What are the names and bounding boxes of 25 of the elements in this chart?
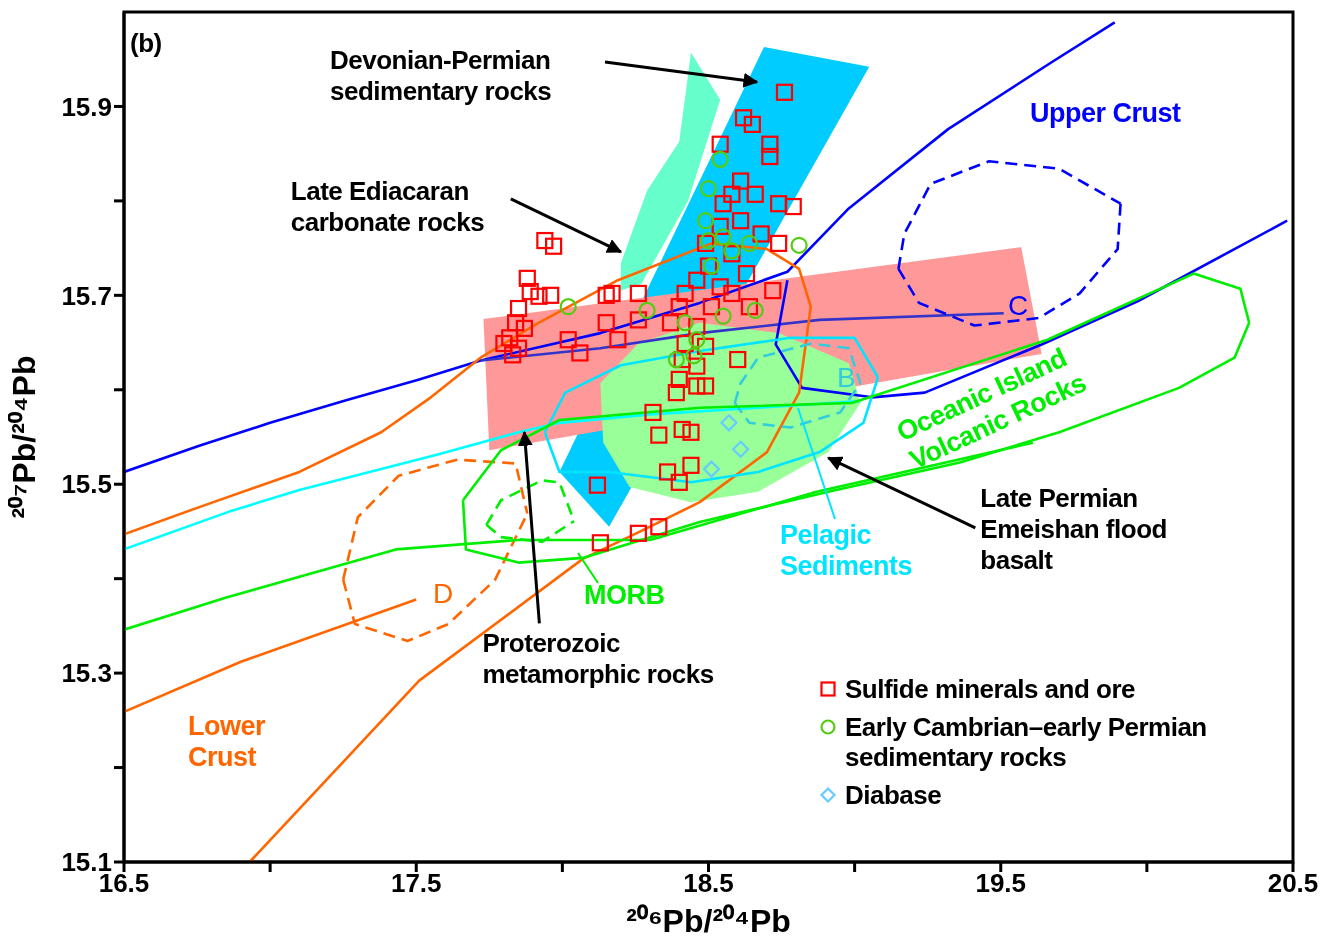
legend-label: Sulfide minerals and ore	[845, 674, 1135, 704]
legend-label: Early Cambrian–early Permian sedimentary rocks	[845, 712, 1208, 772]
y-tick-label: 15.7	[61, 280, 112, 311]
series-label: Upper Crust	[1030, 98, 1181, 129]
x-tick-label: 17.5	[390, 868, 442, 899]
annotation: Late Permian Emeishan flood basalt	[980, 482, 1168, 576]
annotation: Proterozoic metamorphic rocks	[482, 628, 715, 691]
annotation: B	[837, 362, 856, 394]
annotation: Devonian-Permian sedimentary rocks	[330, 45, 553, 107]
annotation: (b)	[130, 28, 162, 59]
x-tick-label: 19.5	[975, 868, 1027, 899]
y-tick-label: 15.9	[61, 91, 112, 122]
text: Pelagic Sediments	[780, 520, 914, 582]
legend-label: Diabase	[845, 780, 942, 810]
x-tick-label: 18.5	[683, 868, 734, 899]
x-tick-label: 20.5	[1267, 868, 1319, 899]
y-tick-label: 15.3	[61, 658, 112, 689]
annotation: Late Ediacaran carbonate rocks	[290, 175, 486, 238]
text: MORB	[584, 580, 665, 611]
annotation: C	[1008, 290, 1029, 322]
y-axis-title: ²⁰⁷Pb/²⁰⁴Pb	[6, 355, 43, 519]
x-axis-title: ²⁰⁶Pb/²⁰⁴Pb	[626, 903, 791, 939]
annotation: D	[433, 578, 454, 610]
y-tick-label: 15.5	[61, 469, 112, 500]
series-label: Lower Crust	[188, 711, 266, 773]
